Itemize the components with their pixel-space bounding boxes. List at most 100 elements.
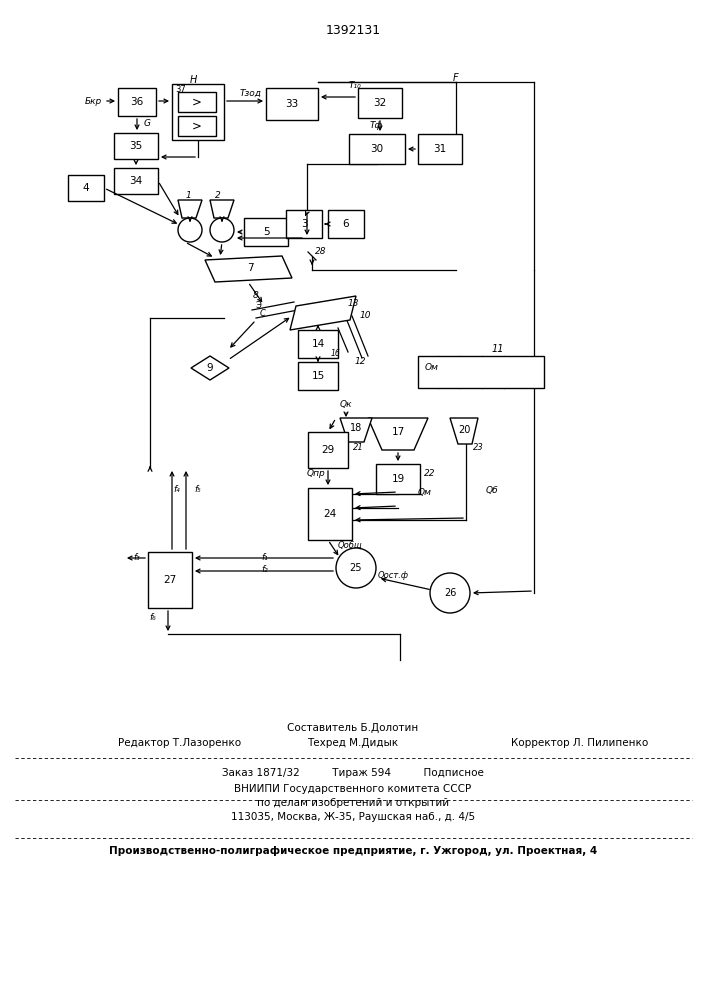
Bar (349, 134, 405, 164)
Text: 1: 1 (185, 192, 191, 200)
Text: 13: 13 (348, 298, 359, 308)
Text: 19: 19 (392, 474, 404, 484)
Text: 18: 18 (350, 423, 362, 433)
Text: Корректор Л. Пилипенко: Корректор Л. Пилипенко (511, 738, 648, 748)
Text: f₄: f₄ (173, 486, 180, 494)
Text: ВНИИПИ Государственного комитета СССР: ВНИИПИ Государственного комитета СССР (235, 784, 472, 794)
Circle shape (178, 218, 202, 242)
Text: F: F (453, 73, 459, 83)
Text: Бкр: Бкр (85, 97, 102, 105)
Bar (298, 330, 338, 358)
Bar (328, 210, 364, 238)
Bar (266, 88, 318, 120)
Text: 16: 16 (330, 349, 340, 358)
Polygon shape (450, 418, 478, 444)
Text: 34: 34 (129, 176, 143, 186)
Bar (114, 133, 158, 159)
Text: 21: 21 (353, 444, 363, 452)
Text: 35: 35 (129, 141, 143, 151)
Circle shape (210, 218, 234, 242)
Bar (244, 218, 288, 246)
Text: Ом: Ом (425, 363, 439, 372)
Text: Тф: Тф (370, 121, 383, 130)
Bar (118, 88, 156, 116)
Bar (114, 168, 158, 194)
Text: 2: 2 (215, 192, 221, 200)
Text: С: С (260, 310, 266, 318)
Text: 3: 3 (300, 219, 308, 229)
Text: 37: 37 (175, 85, 186, 94)
Text: f₅: f₅ (194, 486, 201, 494)
Text: 14: 14 (311, 339, 325, 349)
Text: Техред М.Дидык: Техред М.Дидык (308, 738, 399, 748)
Text: 17: 17 (392, 427, 404, 437)
Text: Qпр: Qпр (307, 470, 325, 479)
Text: Э: Э (256, 300, 262, 310)
Bar (178, 92, 216, 112)
Bar (286, 210, 322, 238)
Text: по делам изобретений и открытий: по делам изобретений и открытий (257, 798, 449, 808)
Bar (298, 362, 338, 390)
Text: 30: 30 (370, 144, 384, 154)
Text: 28: 28 (315, 247, 327, 256)
Bar (308, 432, 348, 468)
Text: 6: 6 (343, 219, 349, 229)
Text: Qобщ: Qобщ (338, 540, 363, 550)
Text: 20: 20 (458, 425, 470, 435)
Text: 32: 32 (373, 98, 387, 108)
Bar (172, 84, 224, 140)
Polygon shape (178, 200, 202, 218)
Text: f₃: f₃ (133, 552, 140, 562)
Text: 23: 23 (472, 442, 484, 452)
Text: 4: 4 (83, 183, 89, 193)
Text: 31: 31 (433, 144, 447, 154)
Text: >: > (192, 96, 202, 108)
Text: Составитель Б.Долотин: Составитель Б.Долотин (287, 723, 419, 733)
Text: 10: 10 (360, 310, 371, 320)
Bar (178, 116, 216, 136)
Circle shape (430, 573, 470, 613)
Text: Редактор Т.Лазоренко: Редактор Т.Лазоренко (118, 738, 241, 748)
Text: Qм: Qм (418, 488, 432, 496)
Bar (418, 134, 462, 164)
Polygon shape (205, 256, 292, 282)
Text: f₂: f₂ (262, 566, 269, 574)
Circle shape (336, 548, 376, 588)
Text: 113035, Москва, Ж-35, Раушская наб., д. 4/5: 113035, Москва, Ж-35, Раушская наб., д. … (231, 812, 475, 822)
Text: 22: 22 (424, 470, 436, 479)
Text: f₁: f₁ (262, 552, 269, 562)
Text: T₁₀: T₁₀ (349, 82, 361, 91)
Text: H: H (189, 75, 197, 85)
Bar (358, 88, 402, 118)
Text: 33: 33 (286, 99, 298, 109)
Text: 12: 12 (354, 358, 366, 366)
Polygon shape (368, 418, 428, 450)
Bar (418, 356, 544, 388)
Bar (68, 175, 104, 201)
Polygon shape (340, 418, 372, 442)
Text: 8: 8 (252, 292, 258, 300)
Text: 1392131: 1392131 (325, 23, 380, 36)
Bar (308, 488, 352, 540)
Text: Тзод: Тзод (240, 89, 262, 98)
Text: Заказ 1871/32          Тираж 594          Подписное: Заказ 1871/32 Тираж 594 Подписное (222, 768, 484, 778)
Text: Qк: Qк (340, 399, 352, 408)
Text: f₆: f₆ (149, 613, 156, 622)
Text: 9: 9 (206, 363, 214, 373)
Text: 7: 7 (247, 263, 253, 273)
Text: 15: 15 (311, 371, 325, 381)
Text: Qост.ф: Qост.ф (378, 572, 409, 580)
Polygon shape (290, 296, 356, 330)
Bar (376, 464, 420, 494)
Text: 24: 24 (323, 509, 337, 519)
Text: Производственно-полиграфическое предприятие, г. Ужгород, ул. Проектная, 4: Производственно-полиграфическое предприя… (109, 846, 597, 856)
Polygon shape (210, 200, 234, 218)
Text: 29: 29 (322, 445, 334, 455)
Text: 5: 5 (263, 227, 269, 237)
Text: 36: 36 (130, 97, 144, 107)
Text: 27: 27 (163, 575, 177, 585)
Text: 26: 26 (444, 588, 456, 598)
Text: >: > (192, 119, 202, 132)
Text: 25: 25 (350, 563, 362, 573)
Bar (148, 552, 192, 608)
